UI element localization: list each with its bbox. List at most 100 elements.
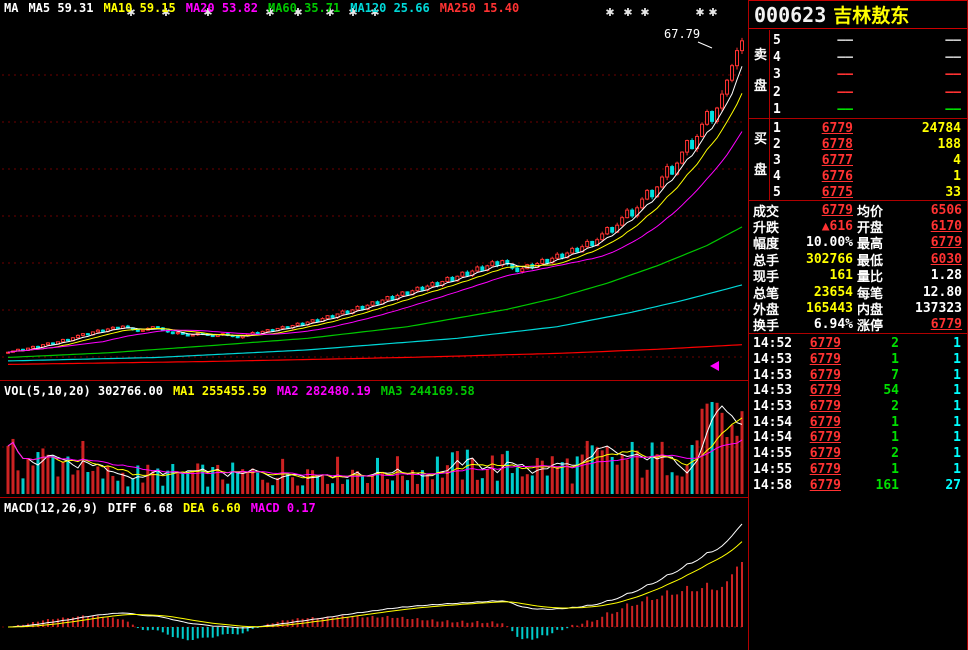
tick-price[interactable]: 6779 [809,430,841,446]
tick-row[interactable]: 14:53 6779 1 1 [753,352,964,368]
tick-row[interactable]: 14:52 6779 2 1 [753,336,964,352]
tick-price[interactable]: 6779 [809,399,841,415]
stat-label: 每笔 [857,285,884,301]
ask-row[interactable]: 3 —— —— [773,66,964,83]
stat-label: 均价 [857,203,884,219]
svg-text:✱: ✱ [695,7,704,19]
stat-value: 165443 [806,301,853,317]
ask-volume: —— [945,67,961,83]
tick-row[interactable]: 14:53 6779 54 1 [753,383,964,399]
kline-chart-area[interactable]: ✱ ✱ ✱ ✱ ✱ ✱ ✱ ✱ ✱ ✱ ✱ ✱ ✱ 67.79 MA MA5 59.31 MA10 59.15… [0,0,748,650]
stat-label: 最低 [857,252,884,268]
ask-level: 4 [773,50,781,66]
bid-row[interactable]: 4 6776 1 [773,168,964,184]
bid-price[interactable]: 6775 [821,184,853,200]
ask-volume: —— [945,84,961,100]
kline-chart-canvas[interactable]: ✱ ✱ ✱ ✱ ✱ ✱ ✱ ✱ ✱ ✱ ✱ ✱ ✱ 67.79 [0,0,748,650]
tick-volume: 2 [891,399,899,415]
depth-label-divider [769,30,770,200]
svg-text:✱: ✱ [161,7,170,19]
tick-volume: 2 [891,336,899,352]
tick-volume: 1 [891,352,899,368]
ma-labels-item: MA120 25.66 [350,1,430,15]
ask-level: 2 [773,84,781,100]
ask-bid-divider [749,118,967,119]
ask-row[interactable]: 4 —— —— [773,49,964,66]
ask-price: —— [837,33,853,49]
tick-price[interactable]: 6779 [809,336,841,352]
tick-time: 14:53 [753,383,793,399]
tick-price[interactable]: 6779 [809,446,841,462]
bid-side-char: 盘 [754,162,768,177]
macd-labels-item: DIFF 6.68 [107,501,173,515]
bid-row[interactable]: 1 6779 24784 [773,120,964,136]
tick-price[interactable]: 6779 [809,477,841,493]
tick-count: 27 [945,477,961,493]
tick-price[interactable]: 6779 [809,414,841,430]
bid-volume: 24784 [921,120,961,136]
ma-indicator-labels: MA MA5 59.31 MA10 59.15 MA20 53.82 MA60 35.7… [4,1,519,15]
tick-time: 14:54 [753,430,793,446]
svg-text:✱: ✱ [370,7,379,19]
bid-row[interactable]: 2 6778 188 [773,136,964,152]
stat-label: 涨停 [857,318,884,334]
ask-level: 1 [773,101,781,117]
stock-header[interactable]: 000623 吉林敖东 [749,0,967,29]
ma-labels-item: MA250 15.40 [439,1,520,15]
stat-value[interactable]: 6170 [930,219,962,235]
bid-level: 3 [773,152,781,168]
quote-stats: 成交 6779 均价 6506 升跌 ▲616 开盘 6170 幅度 10.00% 最高 6779 总手… [753,202,964,334]
bid-row[interactable]: 3 6777 4 [773,152,964,168]
stat-row: 幅度 10.00% 最高 6779 [753,235,964,251]
bid-volume: 188 [937,136,961,152]
tick-price[interactable]: 6779 [809,461,841,477]
ask-row[interactable]: 1 —— —— [773,101,964,118]
bid-level: 2 [773,136,781,152]
tick-row[interactable]: 14:54 6779 1 1 [753,430,964,446]
tick-count: 1 [953,446,961,462]
tick-price[interactable]: 6779 [809,367,841,383]
bid-row[interactable]: 5 6775 33 [773,184,964,200]
stat-label: 总笔 [753,285,780,301]
stat-value[interactable]: 6030 [930,251,962,267]
vol-labels-item: MA3 244169.58 [380,384,475,398]
ask-price: —— [837,84,853,100]
bid-price[interactable]: 6779 [821,120,853,136]
bid-list: 1 6779 24784 2 6778 188 3 6777 4 4 6776 1 5 6775 33 [773,120,964,200]
stat-row: 总手 302766 最低 6030 [753,251,964,268]
tick-time: 14:55 [753,446,793,462]
bid-price[interactable]: 6776 [821,168,853,184]
stat-value: 137323 [915,301,962,317]
macd-labels-item: DEA 6.60 [182,501,241,515]
bid-price[interactable]: 6777 [821,152,853,168]
tick-row[interactable]: 14:54 6779 1 1 [753,414,964,430]
tick-row[interactable]: 14:53 6779 7 1 [753,367,964,383]
tick-time: 14:53 [753,367,793,383]
tick-time: 14:54 [753,414,793,430]
bid-price[interactable]: 6778 [821,136,853,152]
stat-value: 1.28 [930,268,962,284]
ask-row[interactable]: 2 —— —— [773,84,964,101]
svg-text:✱: ✱ [126,7,135,19]
bid-volume: 4 [953,152,961,168]
tick-price[interactable]: 6779 [809,383,841,399]
tick-row[interactable]: 14:58 6779 161 27 [753,477,964,493]
price-volume-pane-divider [0,380,748,381]
stat-label: 幅度 [753,236,780,252]
tick-time: 14:53 [753,399,793,415]
stat-value[interactable]: 6779 [821,202,853,218]
stat-value[interactable]: 6779 [930,235,962,251]
stat-label: 现手 [753,269,780,285]
tick-row[interactable]: 14:55 6779 1 1 [753,462,964,478]
tick-row[interactable]: 14:53 6779 2 1 [753,399,964,415]
stat-row: 现手 161 量比 1.28 [753,268,964,284]
tick-price[interactable]: 6779 [809,352,841,368]
stat-row: 总笔 23654 每笔 12.80 [753,284,964,301]
stat-value[interactable]: 6779 [930,317,962,333]
ask-row[interactable]: 5 —— —— [773,32,964,49]
tick-row[interactable]: 14:55 6779 2 1 [753,446,964,462]
ask-price: —— [837,67,853,83]
stock-name: 吉林敖东 [833,6,910,27]
quote-panel: 000623 吉林敖东 卖 盘 5 —— —— 4 —— —— 3 —— —— 2 —— —— 1 —— —… [748,0,968,650]
